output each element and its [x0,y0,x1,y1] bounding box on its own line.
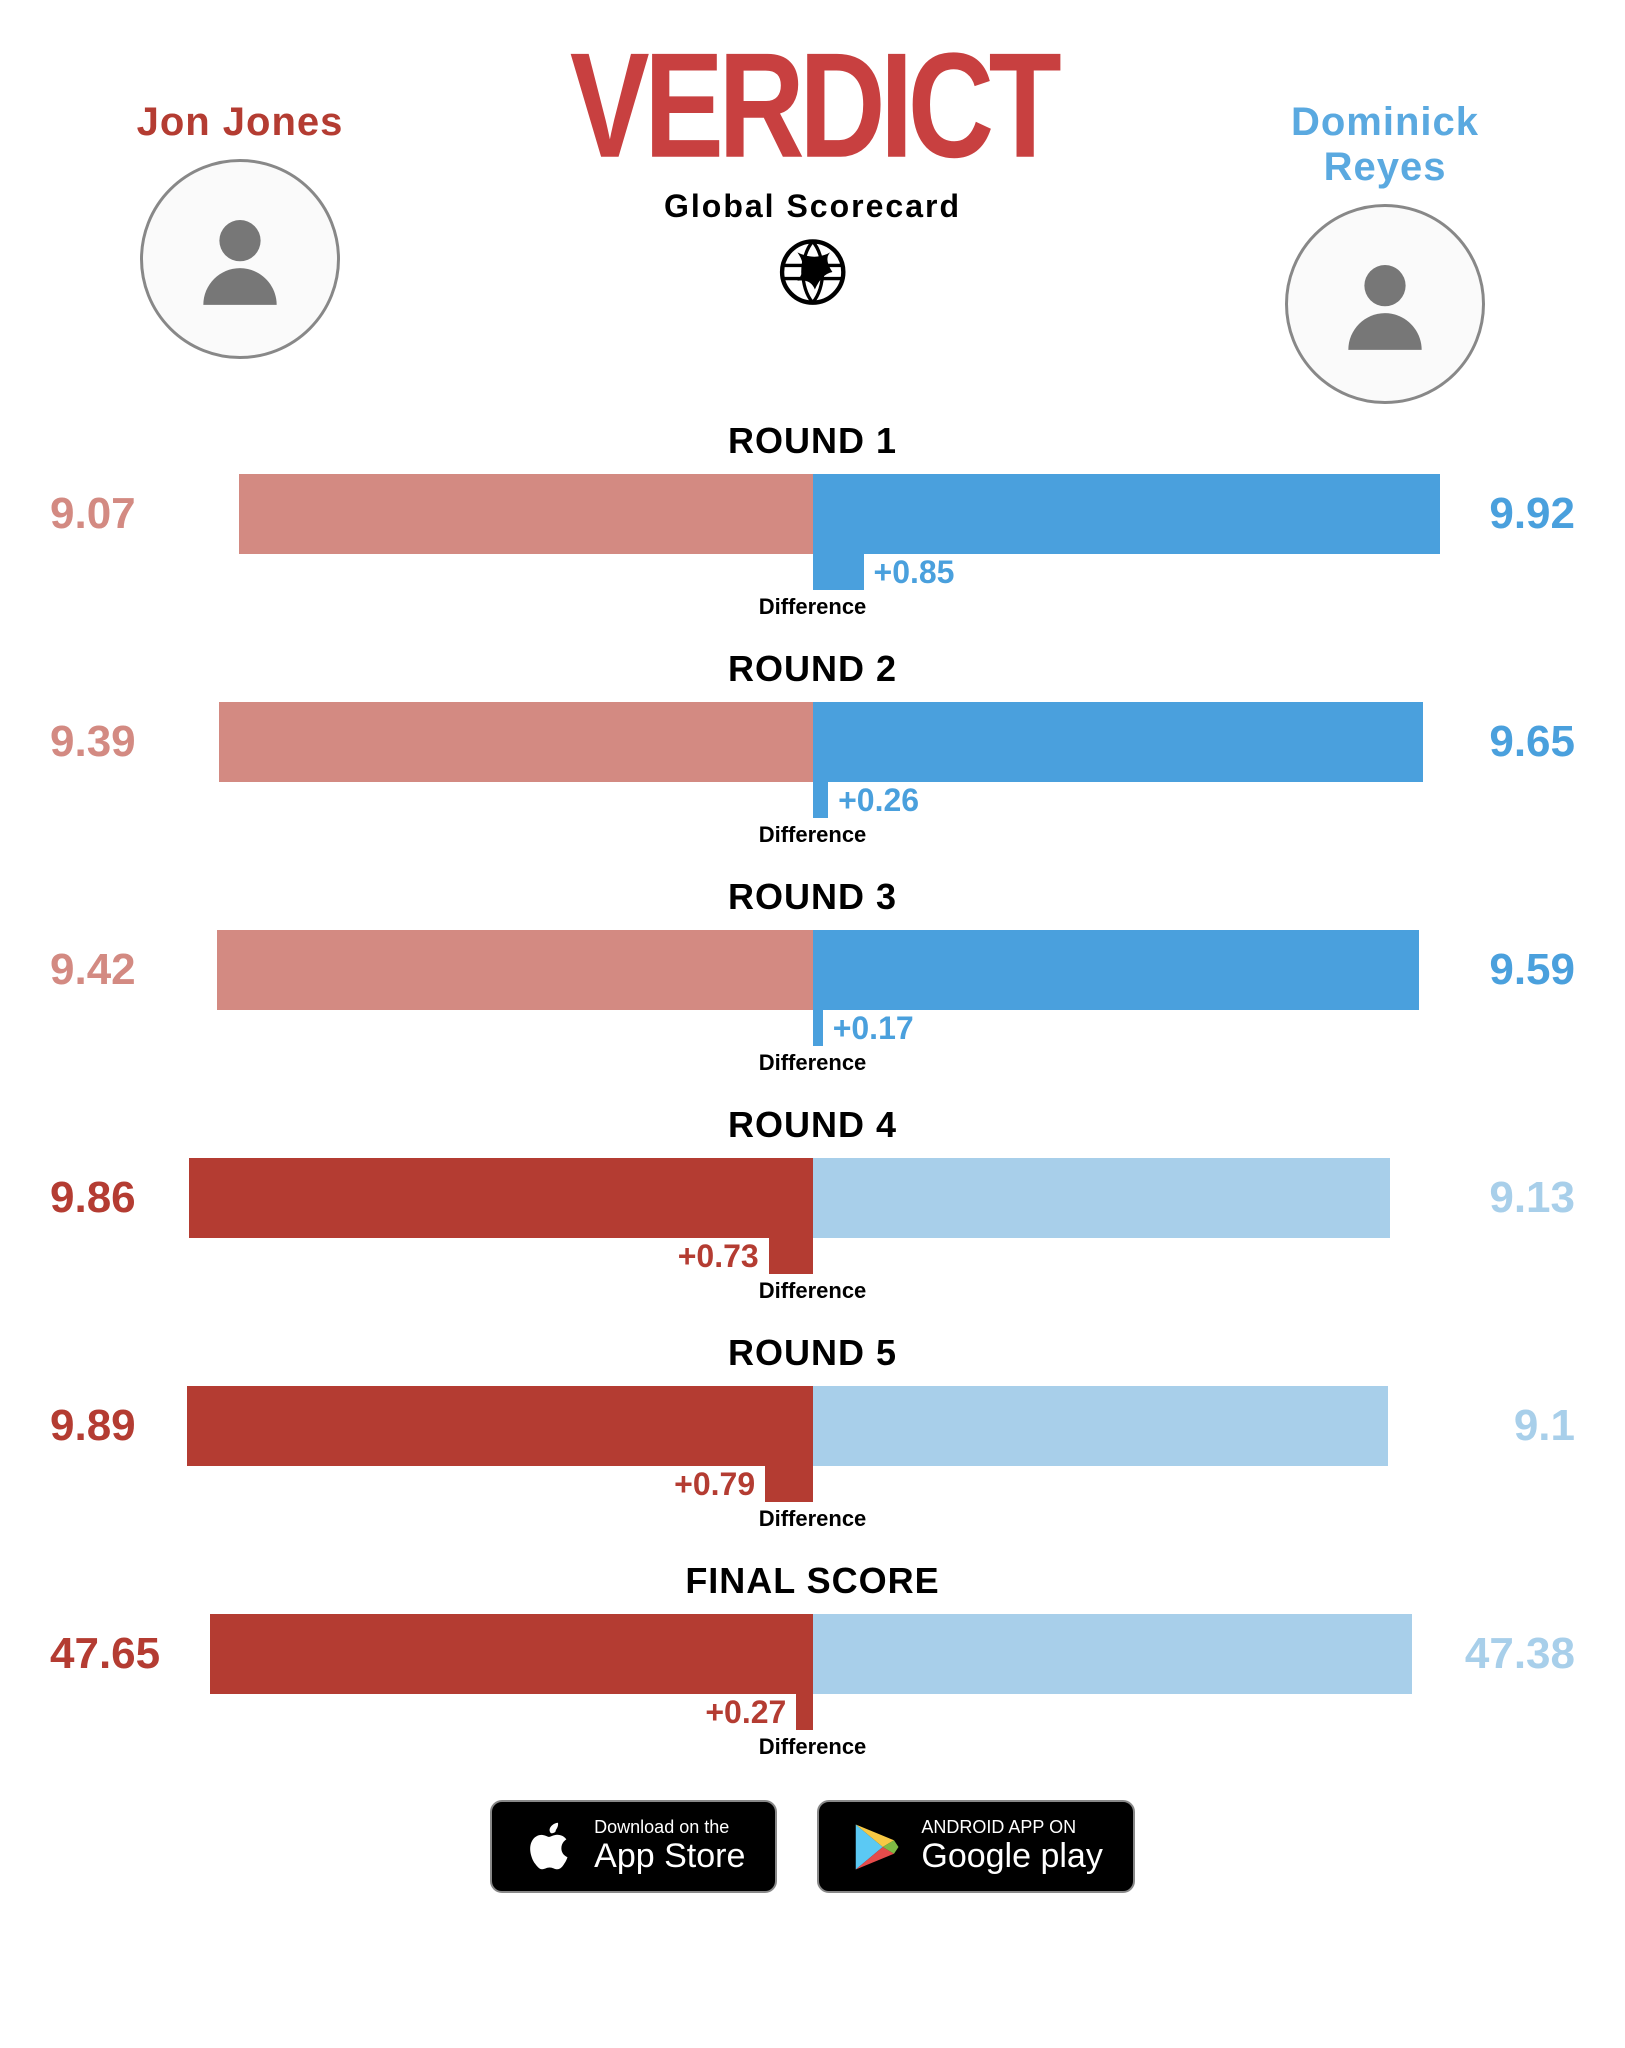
diff-bar [813,1010,823,1046]
round-block: ROUND 2 9.39 9.65 +0.26 [50,648,1575,848]
appstore-small: Download on the [594,1818,745,1838]
diff-row: +0.85 [50,554,1575,590]
score-left: 9.39 [50,717,180,767]
bar-right [813,702,1423,782]
round-title: ROUND 4 [50,1104,1575,1146]
fighter-left-name: Jon Jones [80,100,400,145]
apple-icon [522,1820,576,1874]
round-block: ROUND 5 9.89 9.1 +0.79 [50,1332,1575,1532]
round-block: ROUND 3 9.42 9.59 +0.17 [50,876,1575,1076]
playstore-badge[interactable]: ANDROID APP ON Google play [817,1800,1134,1893]
fighter-left: Jon Jones [80,100,400,359]
round-title: ROUND 2 [50,648,1575,690]
difference-label: Difference [50,594,1575,620]
bar-row: 47.65 47.38 [50,1614,1575,1694]
bar-row: 9.07 9.92 [50,474,1575,554]
fighter-right: Dominick Reyes [1225,100,1545,404]
score-left: 9.07 [50,489,180,539]
diff-bar [813,782,829,818]
score-right: 9.1 [1445,1401,1575,1451]
bar-row: 9.42 9.59 [50,930,1575,1010]
round-title: ROUND 1 [50,420,1575,462]
globe-icon [778,237,848,307]
round-title: ROUND 5 [50,1332,1575,1374]
score-left: 47.65 [50,1629,180,1679]
diff-bar [765,1466,812,1502]
score-left: 9.89 [50,1401,180,1451]
difference-label: Difference [50,1734,1575,1760]
score-right: 9.13 [1445,1173,1575,1223]
bar-left [187,1386,813,1466]
round-title: ROUND 3 [50,876,1575,918]
diff-value: +0.17 [833,1010,914,1047]
bar-area [180,1386,1445,1466]
difference-label: Difference [50,1050,1575,1076]
diff-bar [813,554,864,590]
fighter-right-name: Dominick Reyes [1225,100,1545,190]
score-right: 47.38 [1445,1629,1575,1679]
bar-left [217,930,813,1010]
bar-area [180,474,1445,554]
round-block: FINAL SCORE 47.65 47.38 +0.27 [50,1560,1575,1760]
diff-value: +0.85 [874,554,955,591]
diff-row: +0.79 [50,1466,1575,1502]
bar-row: 9.86 9.13 [50,1158,1575,1238]
brand-logo: VERDICT [569,30,1055,180]
bar-area [180,930,1445,1010]
google-play-icon [849,1820,903,1874]
difference-label: Difference [50,1506,1575,1532]
header: Jon Jones VERDICT Global Scorecard Domin… [40,40,1585,380]
diff-value: +0.79 [674,1466,755,1503]
appstore-big: App Store [594,1838,745,1875]
bar-left [189,1158,813,1238]
fighter-right-avatar [1285,204,1485,404]
round-title: FINAL SCORE [50,1560,1575,1602]
diff-value: +0.27 [705,1694,786,1731]
bar-area [180,702,1445,782]
score-right: 9.92 [1445,489,1575,539]
bar-right [813,1614,1412,1694]
playstore-small: ANDROID APP ON [921,1818,1102,1838]
difference-label: Difference [50,822,1575,848]
score-right: 9.59 [1445,945,1575,995]
bar-row: 9.39 9.65 [50,702,1575,782]
appstore-badge[interactable]: Download on the App Store [490,1800,777,1893]
fighter-left-avatar [140,159,340,359]
score-left: 9.86 [50,1173,180,1223]
round-block: ROUND 1 9.07 9.92 +0.85 [50,420,1575,620]
bar-right [813,1158,1390,1238]
bar-row: 9.89 9.1 [50,1386,1575,1466]
bar-right [813,474,1440,554]
diff-bar [769,1238,813,1274]
bar-area [180,1614,1445,1694]
store-badges: Download on the App Store ANDROID APP ON… [40,1800,1585,1893]
diff-row: +0.73 [50,1238,1575,1274]
bar-area [180,1158,1445,1238]
bar-left [210,1614,813,1694]
rounds-container: ROUND 1 9.07 9.92 +0.85 [40,420,1585,1760]
difference-label: Difference [50,1278,1575,1304]
diff-row: +0.26 [50,782,1575,818]
diff-value: +0.73 [678,1238,759,1275]
diff-value: +0.26 [838,782,919,819]
bar-left [239,474,813,554]
diff-bar [796,1694,812,1730]
bar-right [813,930,1420,1010]
playstore-big: Google play [921,1838,1102,1875]
score-right: 9.65 [1445,717,1575,767]
bar-right [813,1386,1389,1466]
diff-row: +0.17 [50,1010,1575,1046]
bar-left [219,702,813,782]
round-block: ROUND 4 9.86 9.13 +0.73 [50,1104,1575,1304]
subtitle: Global Scorecard [548,188,1077,225]
logo-block: VERDICT Global Scorecard [548,40,1077,312]
diff-row: +0.27 [50,1694,1575,1730]
score-left: 9.42 [50,945,180,995]
